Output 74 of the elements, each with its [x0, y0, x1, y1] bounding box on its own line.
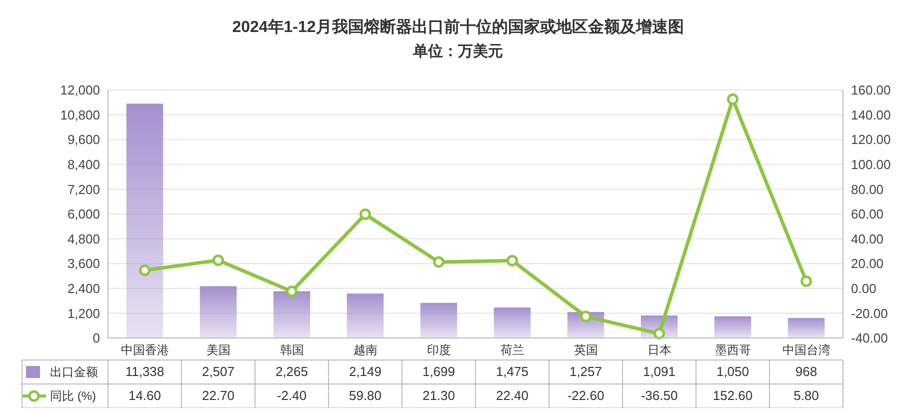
point — [654, 328, 665, 340]
point — [139, 264, 150, 276]
x-tick-label: 荷兰 — [500, 343, 524, 357]
x-tick-label: 日本 — [647, 343, 672, 357]
y2-tick-label: 140.00 — [851, 107, 891, 122]
bar — [346, 294, 384, 338]
data-label: 14.60 — [128, 388, 162, 403]
data-label: 2,149 — [348, 364, 382, 379]
data-label: 1,091 — [642, 364, 676, 379]
y-tick-label: 10,800 — [60, 107, 100, 122]
y-tick-label: 8,400 — [67, 156, 100, 172]
data-label: -2.40 — [276, 388, 307, 403]
data-label: 152.60 — [712, 388, 753, 403]
bar — [494, 308, 531, 338]
y2-tick-label: 120.00 — [851, 132, 891, 148]
x-tick-label: 中国台湾 — [782, 343, 830, 357]
y-tick-label: 12,000 — [60, 82, 100, 98]
y2-tick-label: 160.00 — [851, 82, 891, 98]
y2-tick-label: 80.00 — [851, 182, 884, 197]
data-label: 5.80 — [794, 388, 819, 403]
x-tick-label: 越南 — [353, 343, 378, 357]
y-tick-label: 6,000 — [67, 206, 100, 222]
data-label: 59.80 — [348, 388, 382, 403]
x-tick-label: 中国香港 — [120, 343, 169, 357]
data-label: 1,475 — [496, 364, 529, 379]
y2-tick-label: 20.00 — [851, 256, 884, 272]
y-tick-label: 2,400 — [67, 280, 100, 296]
y-tick-label: 4,800 — [67, 231, 100, 246]
data-label: -22.60 — [567, 388, 604, 403]
data-label: 22.70 — [202, 388, 235, 403]
point — [580, 310, 592, 322]
y-tick-label: 3,600 — [67, 256, 100, 272]
x-tick-label: 墨西哥 — [714, 343, 751, 357]
point — [506, 254, 518, 266]
data-label: 968 — [795, 364, 818, 379]
bar — [273, 291, 310, 338]
point — [286, 286, 298, 298]
x-tick-label: 韩国 — [280, 343, 304, 357]
x-tick-label: 印度 — [426, 343, 451, 357]
y2-tick-label: -40.00 — [851, 330, 888, 346]
legend-label: 出口金额 — [50, 365, 98, 379]
y-tick-label: 7,200 — [67, 182, 100, 197]
y2-tick-label: 100.00 — [851, 156, 891, 172]
y-tick-label: 1,200 — [67, 306, 100, 321]
bar — [126, 104, 164, 338]
y2-tick-label: 40.00 — [851, 231, 884, 246]
data-label: 1,050 — [716, 364, 750, 379]
data-label: 2,507 — [202, 364, 235, 379]
point — [212, 254, 224, 266]
data-label: 21.30 — [422, 388, 456, 403]
bar — [788, 318, 825, 338]
data-label: -36.50 — [640, 388, 678, 403]
y2-tick-label: 0.00 — [851, 280, 876, 296]
bar — [420, 302, 458, 338]
point — [433, 256, 444, 268]
point — [727, 93, 738, 105]
x-tick-label: 英国 — [574, 343, 598, 357]
bar — [714, 316, 752, 338]
data-label: 1,257 — [569, 364, 602, 379]
y2-tick-label: -20.00 — [851, 306, 888, 321]
point — [360, 208, 371, 220]
chart-subtitle: 单位：万美元 — [412, 42, 503, 60]
x-tick-label: 美国 — [206, 343, 230, 357]
legend-label: 同比 (%) — [50, 389, 96, 403]
y-tick-label: 9,600 — [67, 132, 100, 148]
chart-title: 2024年1-12月我国熔断器出口前十位的国家或地区金额及增速图 — [232, 17, 684, 36]
data-label: 11,338 — [125, 364, 164, 379]
data-label: 1,699 — [422, 364, 456, 379]
y-tick-label: 0 — [92, 330, 100, 346]
data-label: 22.40 — [496, 388, 529, 403]
y2-tick-label: 60.00 — [851, 206, 884, 222]
bar — [200, 286, 237, 338]
data-label: 2,265 — [275, 364, 308, 379]
point — [800, 275, 812, 287]
